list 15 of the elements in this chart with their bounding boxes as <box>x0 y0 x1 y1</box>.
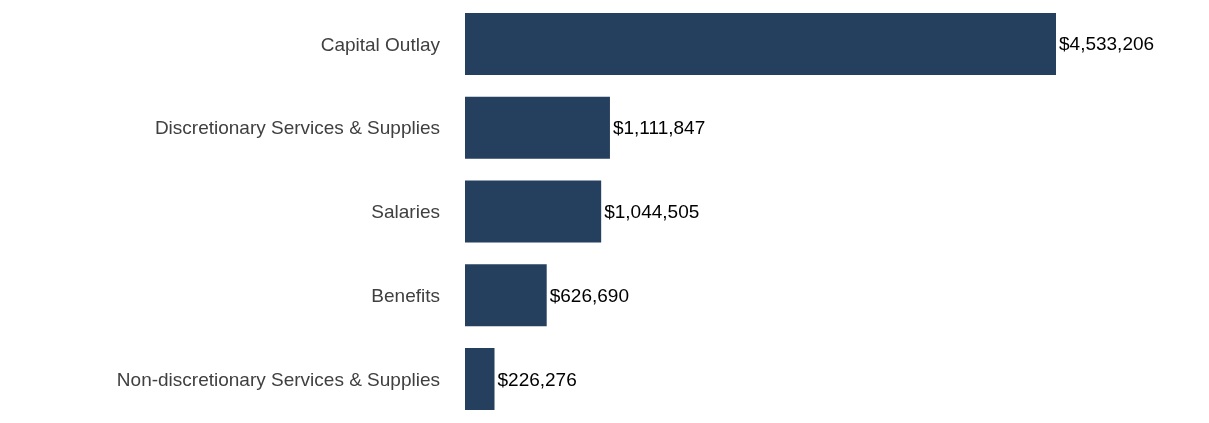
y-tick-label: Benefits <box>371 284 440 306</box>
bar <box>465 12 1056 75</box>
data-label: $1,044,505 <box>604 201 700 222</box>
bar <box>465 180 602 243</box>
y-tick-label: Capital Outlay <box>320 33 441 55</box>
bar <box>465 348 495 411</box>
y-tick-label: Non-discretionary Services & Supplies <box>116 368 440 390</box>
data-label: $4,533,206 <box>1059 33 1155 55</box>
bar <box>465 264 547 327</box>
y-tick-label: Salaries <box>371 201 440 223</box>
data-label: $626,690 <box>549 284 629 306</box>
y-tick-label: Discretionary Services & Supplies <box>154 117 440 139</box>
data-label: $226,276 <box>497 368 577 390</box>
bar <box>465 96 610 159</box>
data-label: $1,111,847 <box>612 117 706 139</box>
